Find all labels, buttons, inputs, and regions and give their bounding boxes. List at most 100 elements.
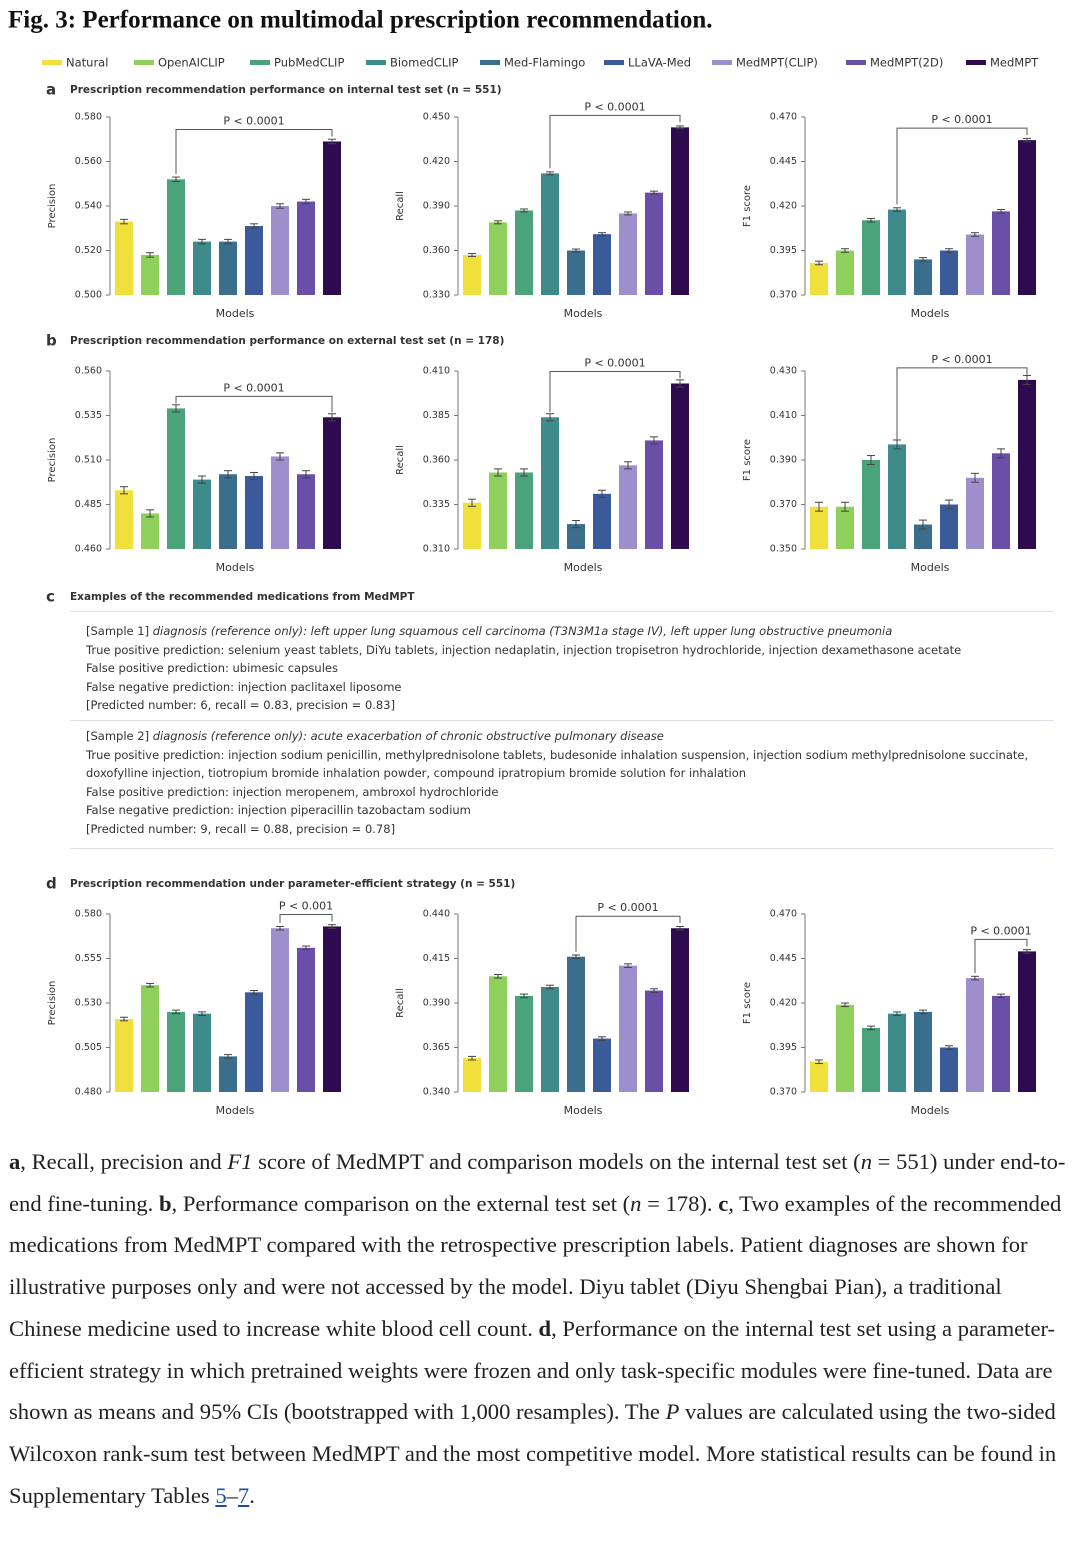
bar: [1018, 140, 1036, 295]
p-value: P < 0.0001: [931, 113, 992, 126]
error-bar: [945, 248, 953, 253]
bar: [940, 250, 958, 295]
bar: [515, 472, 533, 549]
error-bar: [146, 982, 154, 988]
error-bar: [120, 1016, 128, 1022]
bar: [245, 992, 263, 1092]
y-axis-label: Precision: [47, 438, 58, 483]
y-tick-label: 0.470: [770, 909, 797, 920]
figure: Fig. 3: Performance on multimodal prescr…: [8, 7, 1039, 1117]
y-tick-label: 0.420: [770, 201, 797, 212]
bar: [463, 502, 481, 549]
bar: [593, 1038, 611, 1092]
y-tick-label: 0.480: [75, 1087, 102, 1098]
caption-text: = 551) under end-to-end fine-tuning.: [9, 1149, 1066, 1216]
legend-label: BiomedCLIP: [390, 56, 459, 70]
caption-text[interactable]: 7: [237, 1482, 250, 1508]
bar: [966, 234, 984, 295]
bar: [323, 141, 341, 295]
error-bar: [676, 379, 684, 388]
bar: [271, 206, 289, 295]
bar: [541, 417, 559, 549]
bar: [888, 444, 906, 549]
legend-label: MedMPT(CLIP): [736, 56, 818, 70]
legend-label: OpenAICLIP: [158, 56, 225, 70]
error-bar: [598, 232, 606, 237]
diagnosis: diagnosis (reference only): left upper l…: [152, 624, 893, 638]
error-bar: [624, 461, 632, 470]
bar: [297, 947, 315, 1092]
bar: [593, 493, 611, 549]
error-bar: [572, 954, 580, 959]
error-bar: [624, 963, 632, 968]
caption-text: P: [665, 1399, 680, 1425]
error-bar: [971, 472, 979, 483]
error-bar: [1023, 949, 1031, 954]
error-bar: [276, 925, 284, 931]
error-bar: [997, 209, 1005, 214]
y-tick-label: 0.510: [75, 455, 102, 466]
legend-swatch: [366, 60, 386, 65]
caption: a, Recall, precision and F1 score of Med…: [9, 1141, 1075, 1516]
bar: [862, 1027, 880, 1092]
example: [Sample 2] diagnosis (reference only): a…: [86, 727, 1036, 838]
error-bar: [250, 990, 258, 995]
error-bar: [971, 232, 979, 237]
example-line: False positive prediction: ubimesic caps…: [86, 661, 338, 675]
y-axis-label: F1 score: [742, 439, 753, 481]
sample-id: [Sample 1]: [86, 624, 150, 638]
legend-swatch: [966, 60, 986, 65]
legend-swatch: [604, 60, 624, 65]
error-bar: [650, 436, 658, 445]
error-bar: [893, 207, 901, 212]
bar: [541, 986, 559, 1092]
bar: [323, 417, 341, 549]
y-tick-label: 0.395: [770, 1042, 797, 1053]
legend-label: LLaVA-Med: [628, 56, 691, 70]
caption-text: d: [538, 1315, 552, 1341]
y-tick-label: 0.390: [423, 201, 450, 212]
error-bar: [841, 248, 849, 253]
y-tick-label: 0.390: [770, 455, 797, 466]
error-bar: [893, 439, 901, 450]
bar: [966, 477, 984, 549]
legend-swatch: [712, 60, 732, 65]
error-bar: [919, 519, 927, 530]
error-bar: [815, 501, 823, 512]
error-bar: [893, 1011, 901, 1016]
bar: [219, 241, 237, 295]
bar: [167, 179, 185, 295]
bar: [940, 504, 958, 549]
y-tick-label: 0.330: [423, 290, 450, 301]
y-tick-label: 0.370: [770, 290, 797, 301]
bar: [1018, 379, 1036, 549]
bar: [567, 524, 585, 549]
error-bar: [172, 404, 180, 413]
bar: [992, 211, 1010, 295]
bar: [515, 995, 533, 1092]
error-bar: [302, 470, 310, 479]
bar: [245, 476, 263, 549]
caption-text: , Performance on the internal test set u…: [9, 1315, 1056, 1425]
example-diagnosis: [Sample 2] diagnosis (reference only): a…: [86, 727, 1036, 746]
legend-label: MedMPT: [990, 56, 1039, 70]
caption-text[interactable]: 5: [215, 1482, 227, 1508]
x-axis-label: Models: [564, 1104, 603, 1117]
error-bar: [520, 208, 528, 213]
caption-text: F1: [227, 1149, 253, 1174]
bar: [115, 490, 133, 549]
panel-title: Examples of the recommended medications …: [70, 591, 415, 603]
bar: [862, 460, 880, 549]
bar: [914, 524, 932, 549]
y-tick-label: 0.445: [770, 953, 797, 964]
bar: [323, 926, 341, 1092]
y-tick-label: 0.350: [770, 544, 797, 555]
bar: [645, 440, 663, 549]
error-bar: [650, 190, 658, 195]
panel-label: b: [46, 332, 57, 350]
example-line: False positive prediction: injection mer…: [86, 784, 499, 799]
error-bar: [250, 471, 258, 481]
bar: [297, 474, 315, 549]
bar: [271, 928, 289, 1092]
panel-label: c: [46, 588, 55, 606]
